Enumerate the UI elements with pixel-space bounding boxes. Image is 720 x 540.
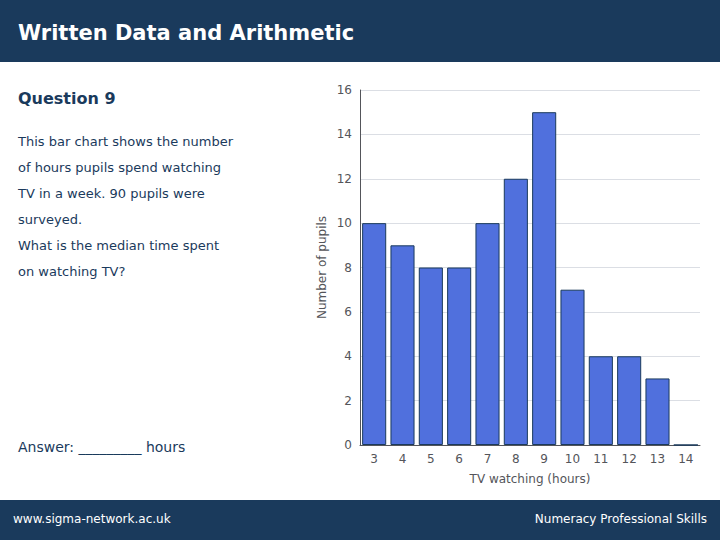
svg-text:www.sigma-network.ac.uk: www.sigma-network.ac.uk [13, 512, 171, 526]
svg-text:4: 4 [344, 349, 352, 363]
svg-text:Numeracy Professional Skills: Numeracy Professional Skills [535, 512, 707, 526]
svg-text:8: 8 [512, 452, 520, 466]
svg-text:Answer: _________ hours: Answer: _________ hours [18, 439, 185, 455]
svg-text:3: 3 [370, 452, 378, 466]
svg-text:TV watching (hours): TV watching (hours) [469, 472, 591, 486]
svg-text:14: 14 [678, 452, 693, 466]
svg-text:6: 6 [344, 305, 352, 319]
svg-text:2: 2 [344, 394, 352, 408]
svg-text:Question 9: Question 9 [18, 89, 116, 108]
svg-text:12: 12 [337, 172, 352, 186]
svg-text:16: 16 [337, 83, 352, 97]
svg-text:of hours pupils spend watching: of hours pupils spend watching [18, 160, 221, 175]
svg-text:surveyed.: surveyed. [18, 212, 82, 227]
svg-text:14: 14 [337, 127, 352, 141]
svg-text:8: 8 [344, 261, 352, 275]
svg-text:What is the median time spent: What is the median time spent [18, 238, 219, 253]
svg-text:0: 0 [344, 438, 352, 452]
svg-text:13: 13 [650, 452, 665, 466]
svg-text:This bar chart shows the numbe: This bar chart shows the number [17, 134, 234, 149]
svg-text:Written Data and Arithmetic: Written Data and Arithmetic [18, 21, 354, 45]
svg-text:on watching TV?: on watching TV? [18, 264, 125, 279]
svg-text:TV in a week. 90 pupils were: TV in a week. 90 pupils were [17, 186, 205, 201]
svg-text:4: 4 [399, 452, 407, 466]
svg-text:7: 7 [484, 452, 492, 466]
svg-text:12: 12 [622, 452, 637, 466]
svg-text:6: 6 [455, 452, 463, 466]
svg-text:5: 5 [427, 452, 435, 466]
svg-text:10: 10 [337, 216, 352, 230]
svg-text:Number of pupils: Number of pupils [315, 216, 329, 319]
svg-text:10: 10 [565, 452, 580, 466]
svg-text:9: 9 [540, 452, 548, 466]
svg-text:11: 11 [593, 452, 608, 466]
